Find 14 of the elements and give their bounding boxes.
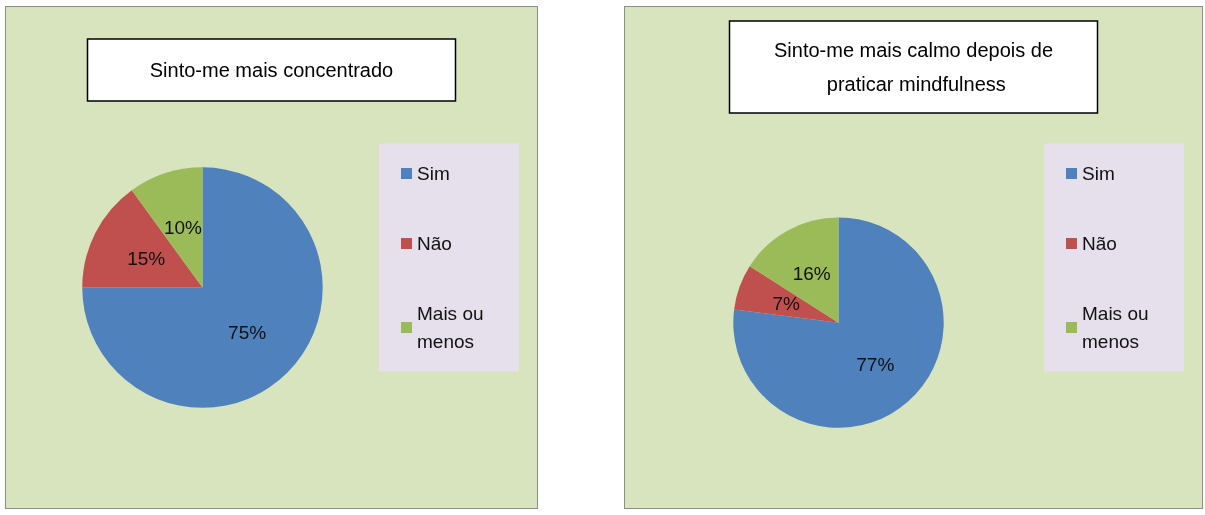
legend-label: Mais ou menos (1082, 303, 1154, 352)
data-label: 7% (772, 293, 800, 315)
legend-label: Sim (417, 163, 450, 184)
data-label: 15% (127, 248, 166, 270)
chart-title: Sinto-me mais calmo depois de praticar mindfulness (773, 39, 1054, 95)
chart-title: Sinto-me mais concentrado (149, 59, 394, 81)
legend-label: Mais ou menos (417, 303, 489, 352)
data-label: 10% (163, 217, 203, 239)
legend-label: Não (417, 233, 452, 254)
data-label: 16% (792, 263, 831, 285)
legend-label: Não (1082, 233, 1117, 254)
legend-label: Sim (1082, 163, 1115, 184)
data-label: 77% (856, 353, 895, 375)
data-label: 75% (228, 321, 267, 343)
